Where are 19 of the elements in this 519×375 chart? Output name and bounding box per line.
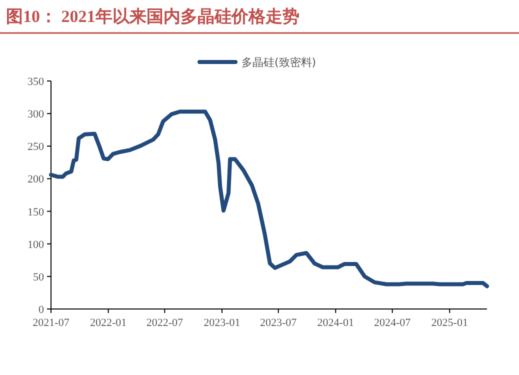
x-tick-label: 2021-07 <box>32 317 70 329</box>
x-tick-label: 2025-01 <box>431 317 468 329</box>
y-tick-label: 350 <box>28 76 44 88</box>
y-tick-label: 100 <box>28 238 44 251</box>
y-tick-label: 300 <box>28 108 44 121</box>
x-tick-label: 2024-01 <box>317 317 354 329</box>
y-tick-label: 50 <box>33 271 44 284</box>
y-tick-label: 250 <box>28 141 44 154</box>
y-tick-label: 200 <box>28 174 44 186</box>
x-tick-label: 2024-07 <box>374 317 412 329</box>
y-tick-label: 0 <box>38 304 44 316</box>
x-tick-label: 2022-07 <box>146 317 184 329</box>
chart-title: 图10： 2021年以来国内多晶硅价格走势 <box>6 7 300 26</box>
x-tick-label: 2023-01 <box>204 317 240 329</box>
y-tick-label: 150 <box>28 206 44 218</box>
x-tick-label: 2022-01 <box>90 317 127 329</box>
line-series <box>49 110 489 288</box>
legend-label: 多晶硅(致密料) <box>242 56 316 69</box>
x-tick-label: 2023-07 <box>260 317 298 329</box>
